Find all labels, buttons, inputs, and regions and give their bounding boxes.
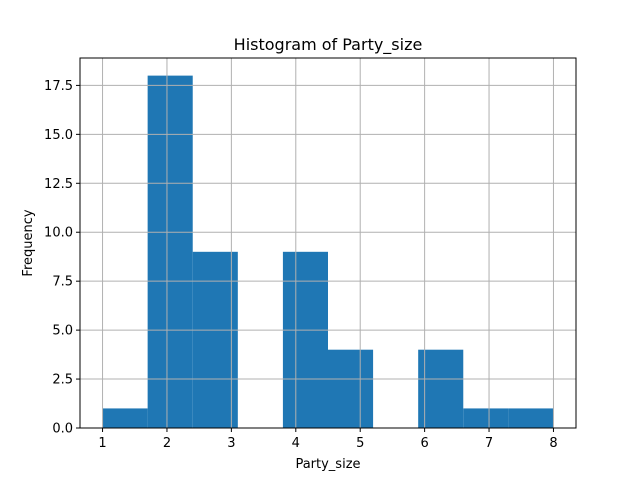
bars-layer bbox=[102, 75, 554, 428]
x-axis-label: Party_size bbox=[295, 457, 360, 472]
y-tick-label-1: 2.5 bbox=[52, 373, 73, 388]
x-tick-label-2: 3 bbox=[227, 436, 235, 451]
x-tick-label-5: 6 bbox=[420, 436, 428, 451]
y-tick-label-2: 5.0 bbox=[52, 324, 73, 339]
histogram-bar-0 bbox=[102, 408, 148, 428]
x-tick-label-7: 8 bbox=[549, 436, 557, 451]
x-tick-label-3: 4 bbox=[292, 436, 300, 451]
histogram-bar-5 bbox=[328, 349, 374, 428]
histogram-bar-7 bbox=[418, 349, 464, 428]
histogram-bar-4 bbox=[282, 251, 328, 428]
y-tick-label-5: 12.5 bbox=[44, 177, 73, 192]
grid-layer bbox=[80, 58, 576, 429]
y-tick-label-7: 17.5 bbox=[44, 79, 73, 94]
ticks-layer: 1 2 3 4 5 6 7 8 0.0 2.5 5.0 7.5 10.0 12.5 15.0 17.5 bbox=[44, 79, 558, 451]
x-tick-label-1: 2 bbox=[163, 436, 171, 451]
y-axis-label: Frequency bbox=[21, 209, 36, 276]
histogram-bar-8 bbox=[463, 408, 509, 428]
histogram-bar-1 bbox=[147, 75, 193, 428]
x-tick-label-0: 1 bbox=[98, 436, 106, 451]
chart-title: Histogram of Party_size bbox=[234, 35, 423, 55]
plot-frame bbox=[79, 57, 577, 429]
y-tick-label-0: 0.0 bbox=[52, 422, 73, 437]
x-tick-label-4: 5 bbox=[356, 436, 364, 451]
y-tick-label-4: 10.0 bbox=[44, 226, 73, 241]
y-tick-label-6: 15.0 bbox=[44, 128, 73, 143]
histogram-bar-9 bbox=[508, 408, 554, 428]
x-tick-label-6: 7 bbox=[485, 436, 493, 451]
y-tick-label-3: 7.5 bbox=[52, 275, 73, 290]
